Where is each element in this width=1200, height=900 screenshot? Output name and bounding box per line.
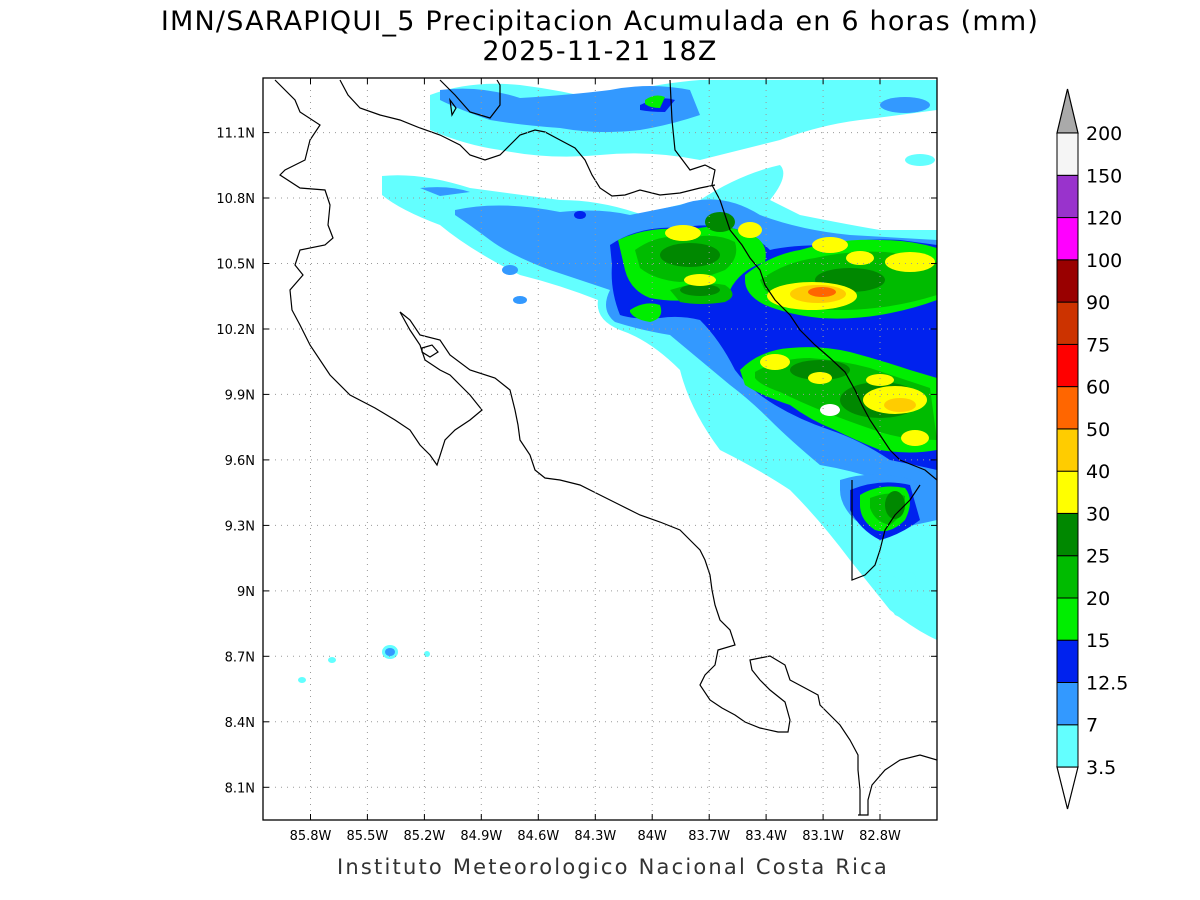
colorbar-swatch <box>1056 343 1079 388</box>
colorbar-label: 60 <box>1086 377 1110 399</box>
colorbar-swatch <box>1056 428 1079 472</box>
precip-hole <box>820 404 840 416</box>
lat-tick-label: 9N <box>237 585 255 600</box>
colorbar-swatch <box>1056 259 1079 303</box>
lat-tick-label: 11.1N <box>216 127 255 142</box>
lat-tick-label: 9.9N <box>225 388 255 403</box>
colorbar-swatch <box>1056 597 1079 641</box>
lon-tick-label: 84.9W <box>460 829 502 844</box>
lon-tick-label: 85.8W <box>290 829 332 844</box>
lat-tick-label: 9.6N <box>225 454 255 469</box>
colorbar-label: 3.5 <box>1086 757 1116 779</box>
precipitation-field <box>298 80 937 683</box>
colorbar-label: 15 <box>1086 630 1110 652</box>
colorbar-label: 150 <box>1086 165 1122 187</box>
colorbar-swatch <box>1056 682 1079 726</box>
colorbar-swatch <box>1056 470 1079 514</box>
colorbar-label: 12.5 <box>1086 673 1128 695</box>
colorbar-swatch <box>1056 386 1079 430</box>
lat-tick-label: 10.8N <box>216 192 255 207</box>
colorbar-legend: 3.5 7 12.5 15 20 25 30 40 50 60 75 90 100 120 150 200 <box>1056 88 1128 810</box>
colorbar-label: 90 <box>1086 292 1110 314</box>
longitude-axis: 85.8W 85.5W 85.2W 84.9W 84.6W 84.3W 84W 83.7W 83… <box>290 78 901 844</box>
colorbar-over-arrow <box>1056 88 1079 134</box>
colorbar-swatch <box>1056 132 1079 176</box>
lon-tick-label: 85.5W <box>346 829 388 844</box>
lon-tick-label: 82.8W <box>859 829 901 844</box>
colorbar-swatch <box>1056 301 1079 345</box>
lon-tick-label: 84W <box>637 829 667 844</box>
map-subtitle: 2025-11-21 18Z <box>482 36 718 67</box>
coastline <box>274 79 937 816</box>
lat-tick-label: 10.5N <box>216 258 255 273</box>
lon-tick-label: 84.6W <box>517 829 559 844</box>
lon-tick-label: 84.3W <box>574 829 616 844</box>
colorbar-swatch <box>1056 724 1079 768</box>
map-grid <box>263 78 937 820</box>
colorbar-label: 75 <box>1086 334 1110 356</box>
colorbar-label: 100 <box>1086 250 1122 272</box>
lat-tick-label: 9.3N <box>225 519 255 534</box>
colorbar-swatch <box>1056 639 1079 684</box>
lat-tick-label: 10.2N <box>216 323 255 338</box>
map-title: IMN/SARAPIQUI_5 Precipitacion Acumulada … <box>160 6 1040 37</box>
colorbar-label: 40 <box>1086 461 1110 483</box>
lon-tick-label: 85.2W <box>403 829 445 844</box>
lon-tick-label: 83.1W <box>802 829 844 844</box>
lat-tick-label: 8.7N <box>225 650 255 665</box>
lat-tick-label: 8.4N <box>225 716 255 731</box>
colorbar-label: 50 <box>1086 419 1110 441</box>
colorbar-swatch <box>1056 174 1079 219</box>
lon-tick-label: 83.4W <box>745 829 787 844</box>
precip-band-50 <box>808 287 836 297</box>
footer-credit: Instituto Meteorologico Nacional Costa R… <box>337 855 889 879</box>
colorbar-under-arrow <box>1056 766 1079 810</box>
colorbar-label: 120 <box>1086 208 1122 230</box>
map-frame <box>262 77 938 821</box>
colorbar-swatch <box>1056 512 1079 557</box>
colorbar-swatch <box>1056 555 1079 599</box>
colorbar-label: 20 <box>1086 588 1110 610</box>
lat-tick-label: 8.1N <box>225 781 255 796</box>
colorbar-label: 30 <box>1086 503 1110 525</box>
latitude-axis: 11.1N 10.8N 10.5N 10.2N 9.9N 9.6N 9.3N 9N 8.7N 8.… <box>216 127 937 796</box>
colorbar-label: 7 <box>1086 715 1098 737</box>
colorbar-swatch <box>1056 217 1079 261</box>
lon-tick-label: 83.7W <box>688 829 730 844</box>
colorbar-label: 25 <box>1086 546 1110 568</box>
colorbar-label: 200 <box>1086 123 1122 145</box>
